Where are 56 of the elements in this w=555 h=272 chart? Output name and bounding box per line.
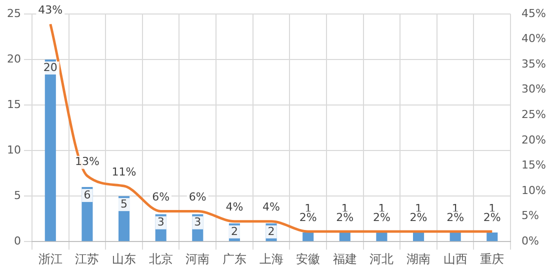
data-label: 3 bbox=[194, 216, 202, 229]
y2-tick-label: 20% bbox=[522, 133, 546, 146]
data-label: 4% bbox=[226, 200, 244, 214]
data-label: 2% bbox=[299, 210, 317, 224]
y2-tick-label: 30% bbox=[522, 82, 546, 96]
y2-tick-label: 40% bbox=[522, 32, 546, 46]
data-label: 3 bbox=[157, 216, 164, 229]
bar bbox=[450, 232, 461, 242]
data-label: 2% bbox=[372, 210, 390, 224]
y-tick-label: 15 bbox=[6, 98, 21, 111]
x-tick-label: 北京 bbox=[148, 252, 173, 266]
y-tick-label: 20 bbox=[6, 52, 21, 66]
data-label: 11% bbox=[112, 165, 136, 178]
data-label: 43% bbox=[38, 3, 63, 16]
y2-tick-label: 15% bbox=[522, 158, 546, 172]
x-tick-label: 河北 bbox=[370, 252, 394, 266]
data-label: 6% bbox=[152, 190, 170, 204]
data-label: 20 bbox=[43, 60, 58, 74]
bar bbox=[44, 60, 56, 242]
bar bbox=[376, 232, 388, 242]
y2-tick-label: 0% bbox=[522, 234, 540, 248]
y2-tick-label: 45% bbox=[522, 6, 546, 20]
y2-tick-label: 10% bbox=[522, 184, 546, 197]
bar bbox=[302, 232, 314, 242]
data-label: 2 bbox=[268, 224, 275, 238]
x-tick-label: 湖南 bbox=[406, 252, 431, 266]
y-tick-label: 25 bbox=[6, 6, 21, 20]
data-label: 2 bbox=[230, 224, 238, 238]
y-tick-label: 5 bbox=[14, 188, 21, 202]
y-tick-label: 10 bbox=[6, 143, 21, 156]
bar bbox=[413, 232, 424, 242]
y2-tick-label: 25% bbox=[522, 108, 546, 122]
data-label: 4% bbox=[262, 200, 280, 214]
data-label: 2% bbox=[483, 210, 501, 224]
y-tick-label: 0 bbox=[14, 234, 21, 248]
x-tick-label: 上海 bbox=[259, 252, 284, 266]
data-label: 2% bbox=[446, 210, 464, 224]
data-label: 5 bbox=[120, 197, 128, 210]
data-label: 2% bbox=[336, 210, 354, 224]
y2-tick-label: 35% bbox=[522, 57, 546, 70]
x-tick-label: 河南 bbox=[186, 252, 210, 266]
data-label: 2% bbox=[410, 210, 428, 224]
x-tick-label: 山西 bbox=[443, 252, 468, 266]
data-label: 6% bbox=[188, 190, 206, 204]
x-tick-label: 浙江 bbox=[38, 252, 62, 266]
data-label: 13% bbox=[74, 155, 100, 168]
bar bbox=[339, 232, 350, 242]
x-tick-label: 福建 bbox=[332, 252, 357, 266]
x-tick-label: 广东 bbox=[222, 252, 246, 266]
x-tick-label: 江苏 bbox=[75, 252, 100, 266]
bar bbox=[486, 232, 498, 242]
data-label: 6 bbox=[84, 188, 91, 202]
y2-tick-label: 5% bbox=[522, 209, 540, 222]
x-tick-label: 重庆 bbox=[480, 252, 504, 266]
x-tick-label: 山东 bbox=[112, 252, 136, 266]
x-tick-label: 安徽 bbox=[296, 252, 320, 266]
